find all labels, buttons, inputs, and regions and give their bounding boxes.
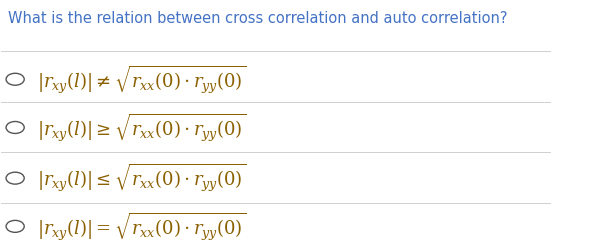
Text: $|r_{xy}(l)|\geq\sqrt{r_{xx}(0)\cdot r_{yy}(0)}$: $|r_{xy}(l)|\geq\sqrt{r_{xx}(0)\cdot r_{… [37,111,246,144]
Text: $|r_{xy}(l)|=\sqrt{r_{xx}(0)\cdot r_{yy}(0)}$: $|r_{xy}(l)|=\sqrt{r_{xx}(0)\cdot r_{yy}… [37,210,246,242]
Text: $|r_{xy}(l)|\leq\sqrt{r_{xx}(0)\cdot r_{yy}(0)}$: $|r_{xy}(l)|\leq\sqrt{r_{xx}(0)\cdot r_{… [37,162,246,194]
Text: What is the relation between cross correlation and auto correlation?: What is the relation between cross corre… [8,11,507,26]
Text: $|r_{xy}(l)|\neq\sqrt{r_{xx}(0)\cdot r_{yy}(0)}$: $|r_{xy}(l)|\neq\sqrt{r_{xx}(0)\cdot r_{… [37,63,246,96]
